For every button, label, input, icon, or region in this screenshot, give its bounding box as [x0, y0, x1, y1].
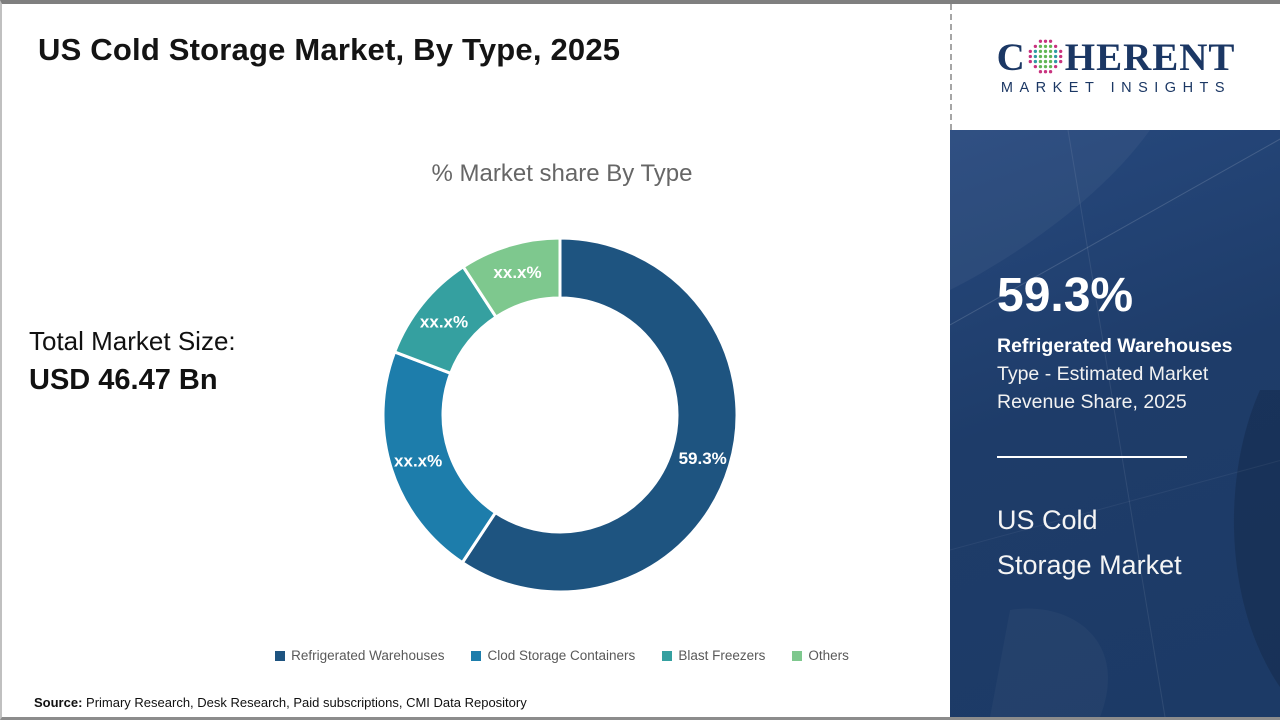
- donut-chart: 59.3% xx.x% xx.x% xx.x%: [381, 236, 739, 594]
- globe-dot: [1043, 49, 1047, 54]
- brand-letter-c: C: [996, 36, 1026, 79]
- stat-description-line-2: Revenue Share, 2025: [997, 390, 1187, 413]
- legend-item-1: Clod Storage Containers: [471, 648, 635, 663]
- brand-subtitle: MARKET INSIGHTS: [1000, 80, 1232, 96]
- globe-dot: [1043, 64, 1047, 69]
- globe-dot: [1053, 64, 1058, 69]
- legend-label: Blast Freezers: [678, 648, 766, 663]
- slice-label-1: xx.x%: [394, 452, 442, 471]
- globe-dot: [1033, 59, 1037, 64]
- stat-description-line-1: Type - Estimated Market: [997, 362, 1209, 385]
- globe-dot: [1038, 54, 1042, 59]
- total-market-size-value: USD 46.47 Bn: [29, 364, 218, 396]
- globe-dot: [1053, 59, 1058, 64]
- legend-swatch-icon: [275, 650, 286, 661]
- legend-swatch-icon: [471, 650, 482, 661]
- legend-label: Refrigerated Warehouses: [291, 648, 445, 663]
- globe-dot: [1033, 54, 1037, 59]
- globe-dot: [1048, 49, 1052, 54]
- globe-dot: [1033, 44, 1037, 49]
- globe-dot: [1043, 70, 1047, 74]
- globe-dot: [1038, 70, 1042, 74]
- sidebar-stat-block: 59.3% Refrigerated Warehouses Type - Est…: [997, 269, 1257, 416]
- world-map-texture: [950, 130, 1280, 717]
- globe-dot: [1028, 59, 1032, 64]
- globe-dot: [1048, 54, 1052, 59]
- globe-dot: [1048, 44, 1052, 49]
- chart-legend: Refrigerated Warehouses Clod Storage Cont…: [152, 648, 972, 663]
- stat-segment-name: Refrigerated Warehouses: [997, 334, 1233, 357]
- globe-dot: [1038, 59, 1042, 64]
- sidebar-divider: [997, 456, 1187, 458]
- globe-dot: [1038, 44, 1042, 49]
- legend-item-0: Refrigerated Warehouses: [275, 648, 444, 663]
- donut-slice-3: [461, 236, 562, 320]
- globe-dot: [1053, 44, 1058, 49]
- legend-swatch-icon: [792, 650, 803, 661]
- slice-label-2: xx.x%: [420, 312, 468, 331]
- source-text: Primary Research, Desk Research, Paid su…: [82, 695, 527, 710]
- legend-swatch-icon: [662, 650, 673, 661]
- total-market-size: Total Market Size: USD 46.47 Bn: [29, 326, 236, 397]
- page-title: US Cold Storage Market, By Type, 2025: [38, 32, 621, 67]
- highlight-sidebar: 59.3% Refrigerated Warehouses Type - Est…: [950, 130, 1280, 717]
- globe-dot: [1048, 64, 1052, 69]
- globe-dot: [1033, 49, 1037, 54]
- brand-logo: C HERENT MARKET INSIGHTS: [950, 4, 1280, 130]
- globe-dot: [1038, 64, 1042, 69]
- globe-dot: [1058, 54, 1063, 59]
- donut-slice-0: [460, 236, 739, 594]
- legend-item-2: Blast Freezers: [662, 648, 765, 663]
- globe-dot: [1043, 59, 1047, 64]
- globe-dot: [1053, 54, 1058, 59]
- globe-dot: [1048, 39, 1052, 43]
- stat-value: 59.3%: [997, 269, 1134, 322]
- legend-label: Others: [808, 648, 849, 663]
- chart-title: % Market share By Type: [431, 160, 693, 187]
- globe-dot: [1028, 54, 1032, 59]
- globe-dot: [1038, 39, 1042, 43]
- globe-dot: [1058, 59, 1063, 64]
- legend-label: Clod Storage Containers: [487, 648, 636, 663]
- globe-dot: [1048, 59, 1052, 64]
- globe-dot: [1053, 49, 1058, 54]
- source-note: Source: Primary Research, Desk Research,…: [34, 695, 527, 710]
- globe-dot: [1038, 49, 1042, 54]
- brand-wordmark: C HERENT: [997, 38, 1236, 77]
- slice-label-3: xx.x%: [493, 263, 541, 282]
- globe-dot: [1058, 49, 1063, 54]
- chart-panel: US Cold Storage Market, By Type, 2025 % …: [2, 4, 950, 717]
- legend-item-3: Others: [792, 648, 849, 663]
- source-label: Source:: [34, 695, 83, 710]
- slice-label-0: 59.3%: [679, 449, 727, 468]
- market-name: US Cold Storage Market: [997, 505, 1182, 580]
- globe-dot: [1028, 49, 1032, 54]
- globe-dot: [1033, 64, 1037, 69]
- globe-dot: [1043, 44, 1047, 49]
- globe-dot: [1048, 70, 1052, 74]
- brand-letters-rest: HERENT: [1064, 36, 1236, 79]
- globe-dot: [1043, 54, 1047, 59]
- globe-dot: [1043, 39, 1047, 43]
- dotted-globe-icon: [1028, 39, 1063, 74]
- total-market-size-label: Total Market Size:: [29, 326, 236, 356]
